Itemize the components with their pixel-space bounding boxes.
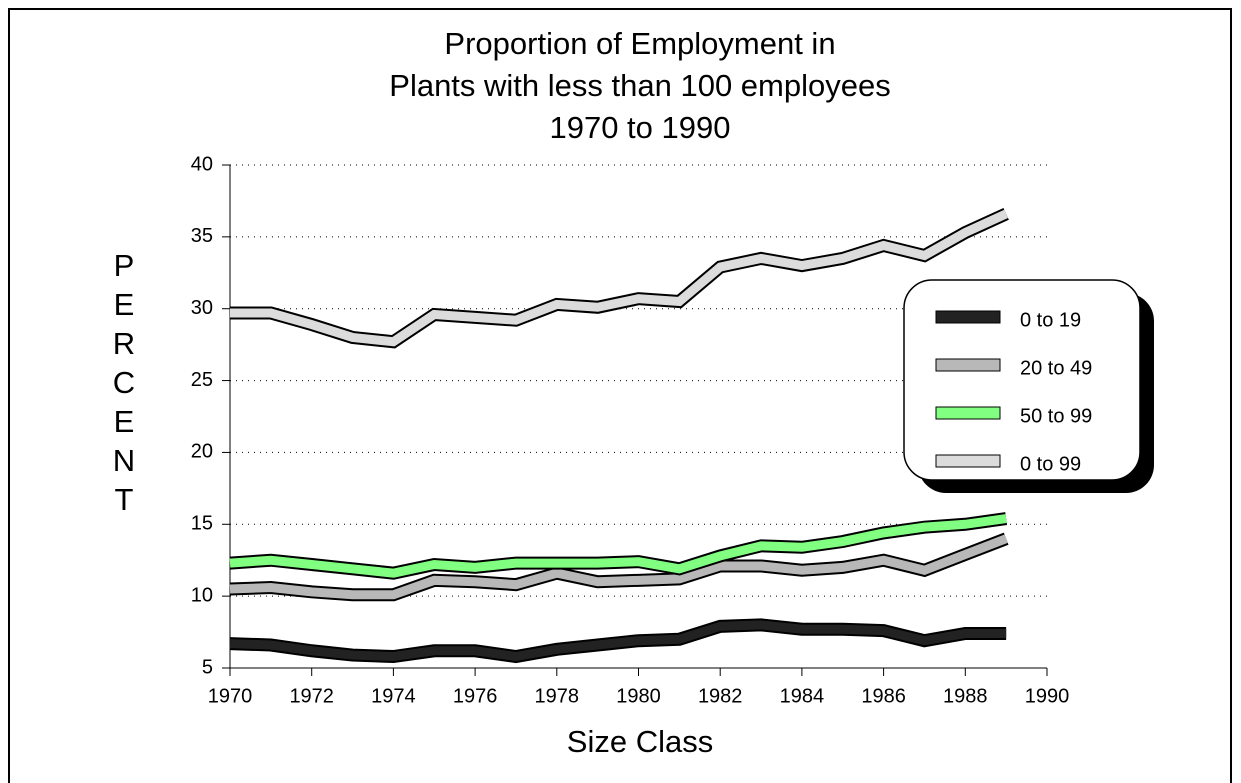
legend-label: 20 to 49 [1020, 357, 1092, 379]
y-tick-label: 20 [191, 441, 213, 463]
legend-swatch [935, 406, 1001, 420]
x-axis-label: Size Class [567, 724, 713, 759]
x-tick-label: 1984 [780, 685, 825, 707]
x-tick-label: 1976 [453, 685, 498, 707]
line [229, 534, 1008, 600]
y-tick-label: 40 [191, 153, 213, 175]
y-tick-label: 15 [191, 513, 213, 535]
chart-title: Proportion of Employment in [444, 26, 835, 61]
line-outline [230, 207, 1009, 349]
x-tick-label: 1974 [371, 685, 416, 707]
x-tick-label: 1986 [861, 685, 906, 707]
x-tick-label: 1978 [535, 685, 580, 707]
chart-title: 1970 to 1990 [549, 110, 730, 145]
x-tick-label: 1972 [289, 685, 334, 707]
line [229, 514, 1007, 578]
y-tick-label: 25 [191, 369, 213, 391]
legend-label: 50 to 99 [1020, 405, 1092, 427]
x-tick-label: 1990 [1025, 685, 1070, 707]
frame [8, 8, 1232, 783]
line [229, 620, 1007, 662]
legend-swatch [935, 454, 1001, 468]
legend-label: 0 to 99 [1020, 453, 1081, 475]
legend [903, 279, 1141, 481]
y-tick-label: 10 [191, 584, 213, 606]
x-tick-label: 1988 [943, 685, 988, 707]
x-tick-label: 1982 [698, 685, 743, 707]
y-tick-label: 35 [191, 225, 213, 247]
x-tick-label: 1970 [208, 685, 253, 707]
x-tick-label: 1980 [616, 685, 661, 707]
chart-title: Plants with less than 100 employees [389, 68, 890, 103]
line [230, 209, 1009, 347]
legend-label: 0 to 19 [1020, 309, 1081, 331]
y-tick-label: 5 [202, 656, 213, 678]
y-tick-label: 30 [191, 297, 213, 319]
legend-swatch [935, 358, 1001, 372]
legend-swatch [935, 310, 1001, 324]
